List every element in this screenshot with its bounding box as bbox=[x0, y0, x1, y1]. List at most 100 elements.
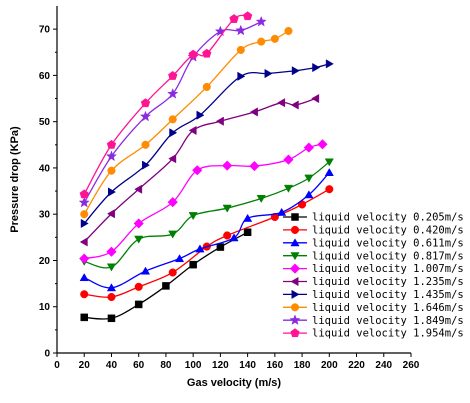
legend-label: liquid velocity 1.646m/s bbox=[312, 302, 464, 314]
data-point bbox=[202, 82, 211, 92]
data-point bbox=[168, 154, 177, 164]
legend-item: liquid velocity 0.205m/s bbox=[283, 212, 464, 224]
axes bbox=[56, 6, 411, 354]
x-tick-label: 120 bbox=[212, 360, 229, 371]
data-point bbox=[256, 195, 266, 203]
data-point bbox=[80, 313, 88, 322]
x-tick-label: 100 bbox=[185, 360, 202, 371]
y-tick-label: 20 bbox=[39, 256, 51, 267]
series-line bbox=[83, 30, 289, 215]
series-group bbox=[78, 15, 267, 208]
data-point bbox=[188, 49, 198, 59]
data-point bbox=[304, 174, 314, 183]
data-point bbox=[134, 235, 144, 244]
y-tick-label: 60 bbox=[39, 71, 51, 82]
data-point bbox=[277, 98, 286, 108]
series-group bbox=[80, 26, 293, 219]
legend-marker bbox=[289, 263, 301, 274]
data-point bbox=[80, 290, 89, 299]
data-point bbox=[255, 15, 267, 27]
legend-label: liquid velocity 1.954m/s bbox=[312, 328, 464, 340]
data-point bbox=[249, 107, 258, 117]
data-point bbox=[134, 282, 143, 291]
data-point bbox=[189, 260, 197, 269]
data-point bbox=[168, 230, 178, 239]
legend-marker bbox=[290, 303, 300, 312]
data-point bbox=[174, 254, 185, 263]
legend-marker bbox=[290, 238, 300, 247]
legend-marker bbox=[290, 276, 299, 287]
legend-label: liquid velocity 1.849m/s bbox=[312, 315, 464, 327]
legend-label: liquid velocity 0.420m/s bbox=[312, 225, 464, 237]
data-point bbox=[107, 166, 116, 175]
data-point bbox=[188, 212, 198, 221]
data-point bbox=[283, 184, 294, 193]
data-point bbox=[243, 213, 253, 222]
series-group bbox=[79, 158, 334, 272]
ticks: 0 20 40 60 80 100 120 140 160 180 200 220 240 260 0 10 2… bbox=[39, 25, 420, 371]
data-point bbox=[202, 48, 212, 58]
legend-item: liquid velocity 1.849m/s bbox=[283, 314, 464, 327]
data-point bbox=[324, 168, 334, 177]
data-point bbox=[142, 160, 151, 170]
x-axis-title: Gas velocity (m/s) bbox=[187, 377, 281, 389]
data-point bbox=[169, 128, 178, 138]
data-point bbox=[140, 98, 151, 108]
data-point bbox=[139, 110, 152, 122]
x-tick-label: 260 bbox=[403, 360, 420, 371]
data-point bbox=[222, 160, 233, 171]
x-tick-label: 80 bbox=[160, 360, 172, 371]
y-tick-label: 30 bbox=[39, 210, 51, 221]
x-tick-label: 200 bbox=[321, 360, 338, 371]
legend-item: liquid velocity 0.611m/s bbox=[283, 237, 464, 249]
data-point bbox=[106, 246, 117, 257]
x-tick-label: 0 bbox=[54, 360, 60, 371]
data-point bbox=[79, 273, 89, 282]
data-point bbox=[167, 197, 178, 208]
x-tick-label: 180 bbox=[294, 360, 311, 371]
data-point bbox=[188, 125, 197, 136]
data-point bbox=[79, 253, 90, 264]
data-point bbox=[168, 115, 177, 124]
data-point bbox=[264, 68, 273, 79]
data-point bbox=[105, 150, 118, 162]
legend-item: liquid velocity 1.235m/s bbox=[283, 276, 464, 288]
y-axis-title: Pressure drop (KPa) bbox=[9, 126, 21, 233]
data-point bbox=[317, 139, 328, 150]
data-point bbox=[223, 231, 232, 240]
data-point bbox=[284, 26, 293, 36]
series-group bbox=[80, 228, 252, 323]
data-point bbox=[214, 25, 227, 37]
data-point bbox=[216, 243, 225, 251]
y-tick-label: 50 bbox=[39, 117, 51, 128]
x-tick-label: 40 bbox=[106, 360, 118, 371]
data-point bbox=[107, 314, 116, 323]
legend-label: liquid velocity 1.435m/s bbox=[312, 289, 464, 301]
y-tick-label: 0 bbox=[44, 349, 50, 360]
data-point bbox=[134, 184, 143, 194]
data-point bbox=[291, 66, 300, 76]
data-point bbox=[283, 154, 294, 165]
data-point bbox=[249, 160, 260, 172]
series-group bbox=[79, 139, 328, 264]
legend-item: liquid velocity 0.420m/s bbox=[283, 225, 464, 237]
data-point bbox=[108, 187, 116, 197]
data-point bbox=[134, 300, 143, 309]
data-point bbox=[222, 204, 232, 213]
data-point bbox=[106, 263, 117, 272]
series-line bbox=[83, 21, 262, 203]
series-line bbox=[83, 172, 330, 289]
data-point bbox=[325, 59, 334, 69]
x-tick-label: 220 bbox=[348, 360, 365, 371]
data-point bbox=[106, 283, 117, 292]
data-point bbox=[290, 100, 299, 110]
data-point bbox=[168, 70, 178, 80]
data-point bbox=[236, 45, 245, 55]
data-point bbox=[270, 34, 279, 43]
data-point bbox=[168, 268, 177, 277]
data-point bbox=[215, 116, 224, 126]
legend-label: liquid velocity 1.235m/s bbox=[312, 276, 464, 288]
data-point bbox=[79, 189, 89, 199]
